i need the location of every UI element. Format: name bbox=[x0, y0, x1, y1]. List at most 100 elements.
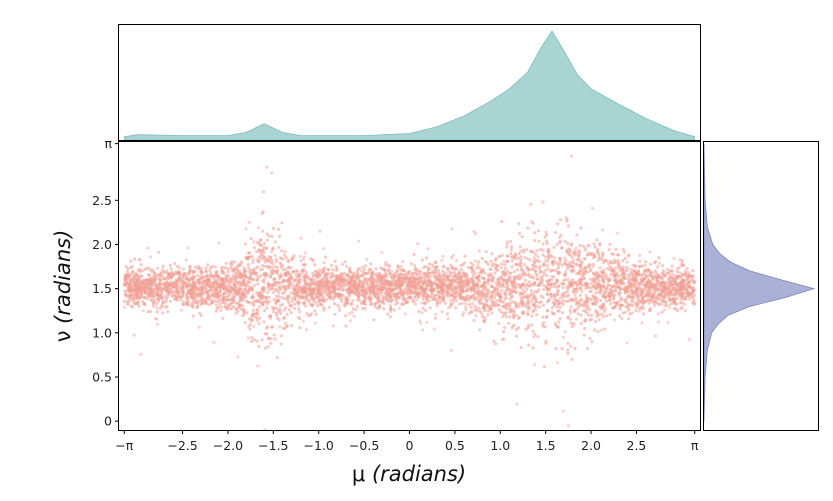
scatter-point bbox=[667, 306, 672, 310]
scatter-point bbox=[660, 292, 664, 296]
scatter-point bbox=[275, 356, 279, 360]
scatter-point bbox=[549, 295, 553, 299]
scatter-point bbox=[278, 256, 282, 260]
scatter-point bbox=[598, 291, 603, 295]
scatter-point bbox=[422, 294, 426, 298]
scatter-point bbox=[300, 288, 304, 292]
scatter-point bbox=[592, 253, 597, 257]
scatter-point bbox=[165, 280, 169, 284]
scatter-point bbox=[284, 306, 288, 310]
scatter-point bbox=[526, 305, 530, 309]
scatter-point bbox=[537, 305, 541, 309]
scatter-point bbox=[333, 259, 337, 263]
scatter-point bbox=[346, 298, 350, 302]
scatter-point bbox=[279, 311, 283, 316]
scatter-point bbox=[263, 309, 267, 313]
scatter-point bbox=[132, 333, 136, 337]
scatter-point bbox=[432, 274, 436, 278]
scatter-point bbox=[166, 271, 170, 275]
scatter-point bbox=[347, 312, 351, 316]
scatter-point bbox=[599, 284, 603, 288]
scatter-point bbox=[295, 269, 299, 273]
scatter-point bbox=[249, 319, 253, 323]
scatter-point bbox=[306, 298, 310, 302]
scatter-point bbox=[608, 298, 612, 302]
scatter-point bbox=[634, 290, 638, 294]
scatter-point bbox=[173, 289, 177, 294]
scatter-point bbox=[255, 308, 260, 313]
scatter-point bbox=[570, 357, 574, 361]
scatter-point bbox=[542, 288, 546, 292]
scatter-point bbox=[442, 273, 446, 277]
scatter-point bbox=[620, 303, 624, 307]
scatter-point bbox=[470, 287, 474, 291]
scatter-point bbox=[489, 259, 493, 263]
scatter-point bbox=[585, 296, 589, 300]
scatter-point bbox=[561, 302, 565, 307]
scatter-point bbox=[461, 296, 465, 300]
scatter-point bbox=[386, 312, 390, 316]
scatter-point bbox=[291, 286, 295, 290]
scatter-point bbox=[505, 245, 509, 249]
scatter-point bbox=[552, 312, 556, 316]
scatter-point bbox=[516, 326, 521, 330]
scatter-point bbox=[303, 262, 307, 267]
scatter-point bbox=[618, 314, 622, 318]
scatter-point bbox=[247, 251, 251, 255]
scatter-point bbox=[533, 297, 537, 301]
scatter-point bbox=[614, 278, 618, 282]
scatter-point bbox=[569, 344, 573, 348]
scatter-point bbox=[425, 320, 429, 324]
scatter-point bbox=[556, 302, 560, 306]
scatter-point bbox=[652, 274, 656, 278]
scatter-point bbox=[338, 308, 342, 312]
scatter-point bbox=[627, 317, 631, 321]
scatter-point bbox=[571, 261, 575, 265]
scatter-point bbox=[488, 267, 492, 271]
scatter-point bbox=[382, 307, 386, 311]
scatter-point bbox=[503, 266, 508, 270]
scatter-point bbox=[371, 272, 375, 276]
scatter-point bbox=[506, 269, 510, 273]
scatter-point bbox=[130, 305, 135, 309]
scatter-point bbox=[535, 265, 539, 269]
scatter-point bbox=[510, 259, 515, 263]
scatter-point bbox=[237, 299, 241, 303]
scatter-point bbox=[637, 270, 641, 274]
scatter-point bbox=[436, 285, 440, 289]
scatter-point bbox=[503, 312, 507, 316]
scatter-point bbox=[368, 296, 372, 300]
scatter-point bbox=[578, 244, 582, 248]
scatter-point bbox=[413, 289, 417, 293]
scatter-point bbox=[527, 343, 531, 347]
scatter-point bbox=[640, 321, 644, 325]
scatter-point bbox=[380, 288, 384, 292]
scatter-point bbox=[483, 271, 487, 275]
scatter-point bbox=[532, 263, 536, 267]
scatter-point bbox=[319, 288, 324, 292]
scatter-point bbox=[371, 292, 375, 296]
scatter-point bbox=[231, 292, 235, 296]
scatter-point bbox=[420, 328, 425, 332]
scatter-point bbox=[511, 316, 516, 320]
scatter-point bbox=[454, 306, 458, 310]
scatter-point bbox=[517, 232, 522, 236]
scatter-point bbox=[298, 310, 302, 314]
scatter-point bbox=[445, 312, 449, 316]
scatter-point bbox=[447, 279, 451, 283]
scatter-point bbox=[231, 297, 235, 301]
scatter-point bbox=[348, 269, 352, 274]
scatter-point bbox=[599, 288, 604, 292]
scatter-point bbox=[247, 324, 251, 328]
scatter-point bbox=[403, 312, 407, 316]
scatter-point bbox=[365, 279, 369, 283]
scatter-point bbox=[256, 265, 260, 269]
scatter-point bbox=[221, 277, 225, 281]
scatter-point bbox=[519, 249, 523, 253]
scatter-point bbox=[366, 282, 370, 286]
scatter-point bbox=[602, 309, 607, 313]
scatter-point bbox=[257, 255, 261, 259]
scatter-point bbox=[186, 272, 190, 276]
scatter-point bbox=[470, 294, 474, 298]
scatter-point bbox=[150, 268, 154, 272]
